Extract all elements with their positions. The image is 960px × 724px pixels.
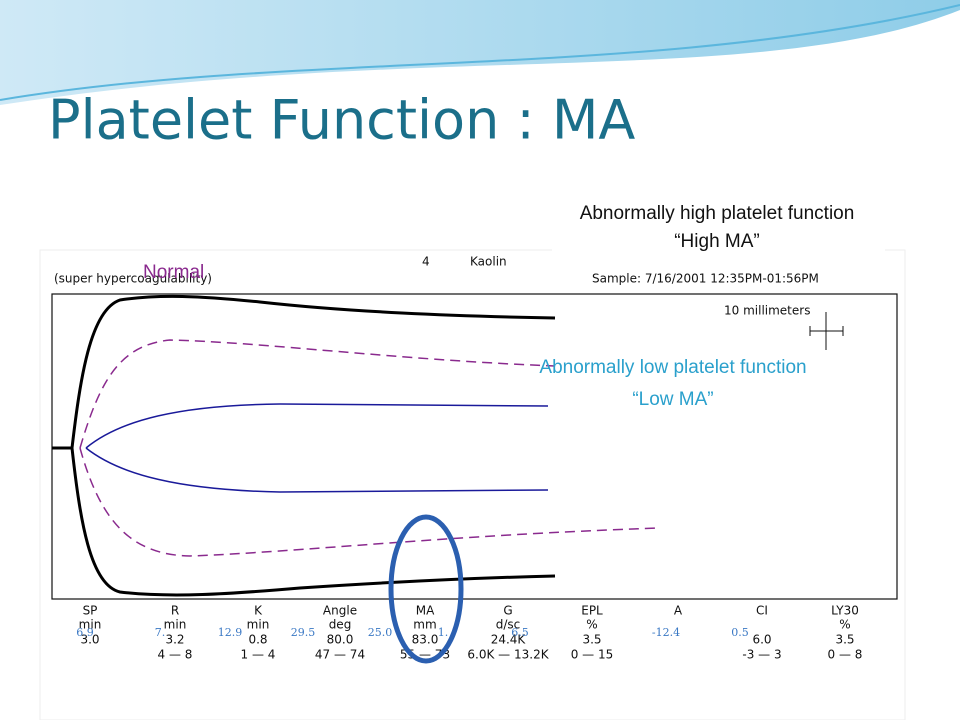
param-range: 1 — 4 xyxy=(241,648,276,662)
wave-line xyxy=(0,4,960,101)
overlay-value: 0.5 xyxy=(731,626,749,639)
param-name: SP xyxy=(83,604,98,618)
param-range: 6.0K — 13.2K xyxy=(467,648,549,662)
param-name: MA xyxy=(416,604,435,618)
trace-high-top xyxy=(52,294,556,450)
param-value: 3.5 xyxy=(835,633,854,647)
param-name: LY30 xyxy=(831,604,859,618)
low-label: Abnormally low platelet function xyxy=(539,357,806,378)
scale-cross xyxy=(809,312,844,350)
param-name: R xyxy=(171,604,179,618)
param-value: 3.2 xyxy=(165,633,184,647)
param-range: 0 — 15 xyxy=(571,648,614,662)
low-label: “Low MA” xyxy=(632,389,713,410)
param-unit: deg xyxy=(329,618,352,632)
param-unit: mm xyxy=(413,618,436,632)
high-label: Abnormally high platelet function xyxy=(580,203,855,224)
param-value: 0.8 xyxy=(248,633,267,647)
trace-normal-top xyxy=(79,339,556,449)
param-unit: % xyxy=(586,618,597,632)
param-name: EPL xyxy=(581,604,603,618)
slide-title: Platelet Function : MA xyxy=(48,89,635,152)
header-activator: Kaolin xyxy=(470,255,507,269)
param-value: 3.5 xyxy=(582,633,601,647)
overlay-value: 7. xyxy=(155,626,166,639)
overlay-value: 6.9 xyxy=(76,626,94,639)
param-name: Angle xyxy=(323,604,357,618)
high-label-box xyxy=(552,190,885,255)
param-value: 3.0 xyxy=(80,633,99,647)
param-unit: min xyxy=(164,618,187,632)
trace-normal-bottom xyxy=(79,447,661,557)
param-range: 4 — 8 xyxy=(158,648,193,662)
overlay-value: -12.4 xyxy=(652,626,680,639)
param-range: 47 — 74 xyxy=(315,648,365,662)
param-range: 0 — 8 xyxy=(828,648,863,662)
overlay-value: 29.5 xyxy=(291,626,316,639)
param-name: K xyxy=(254,604,263,618)
scale-label: 10 millimeters xyxy=(724,304,810,318)
param-unit: % xyxy=(839,618,850,632)
high-label: “High MA” xyxy=(674,231,760,252)
trace-low-top xyxy=(85,403,549,449)
overlay-value: 1. xyxy=(438,626,449,639)
param-value: 24.4K xyxy=(491,633,527,647)
overlay-value: 12.9 xyxy=(218,626,243,639)
param-name: G xyxy=(503,604,512,618)
param-name: A xyxy=(674,604,683,618)
trace-high-bottom xyxy=(70,447,556,597)
traces xyxy=(52,294,661,597)
param-unit: min xyxy=(79,618,102,632)
ma-highlight xyxy=(388,514,464,664)
param-value: 83.0 xyxy=(412,633,439,647)
overlay-value: 6.5 xyxy=(511,626,529,639)
header-sample: Sample: 7/16/2001 12:35PM-01:56PM xyxy=(592,272,819,286)
header-left: (super hypercoagulability) xyxy=(54,272,212,286)
overlay-value: 25.0 xyxy=(368,626,393,639)
param-unit: min xyxy=(247,618,270,632)
normal-label: Normal xyxy=(143,262,204,283)
param-value: 6.0 xyxy=(752,633,771,647)
param-name: CI xyxy=(756,604,768,618)
trace-low-bottom xyxy=(85,447,549,493)
header-wave xyxy=(0,0,960,105)
param-unit: d/sc xyxy=(496,618,521,632)
header-number: 4 xyxy=(422,255,430,269)
param-value: 80.0 xyxy=(327,633,354,647)
param-range: -3 — 3 xyxy=(742,648,781,662)
